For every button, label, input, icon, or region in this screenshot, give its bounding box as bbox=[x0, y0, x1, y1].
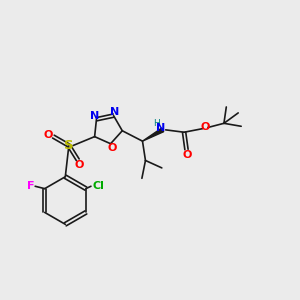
Text: O: O bbox=[107, 143, 117, 153]
Polygon shape bbox=[142, 128, 164, 141]
Text: N: N bbox=[90, 111, 100, 121]
Text: S: S bbox=[64, 139, 74, 152]
Text: N: N bbox=[110, 107, 120, 117]
Text: O: O bbox=[44, 130, 53, 140]
Text: N: N bbox=[156, 123, 165, 134]
Text: Cl: Cl bbox=[93, 181, 105, 191]
Text: F: F bbox=[27, 181, 34, 191]
Text: O: O bbox=[75, 160, 84, 170]
Text: O: O bbox=[201, 122, 210, 132]
Text: O: O bbox=[182, 150, 192, 160]
Text: H: H bbox=[153, 119, 160, 128]
